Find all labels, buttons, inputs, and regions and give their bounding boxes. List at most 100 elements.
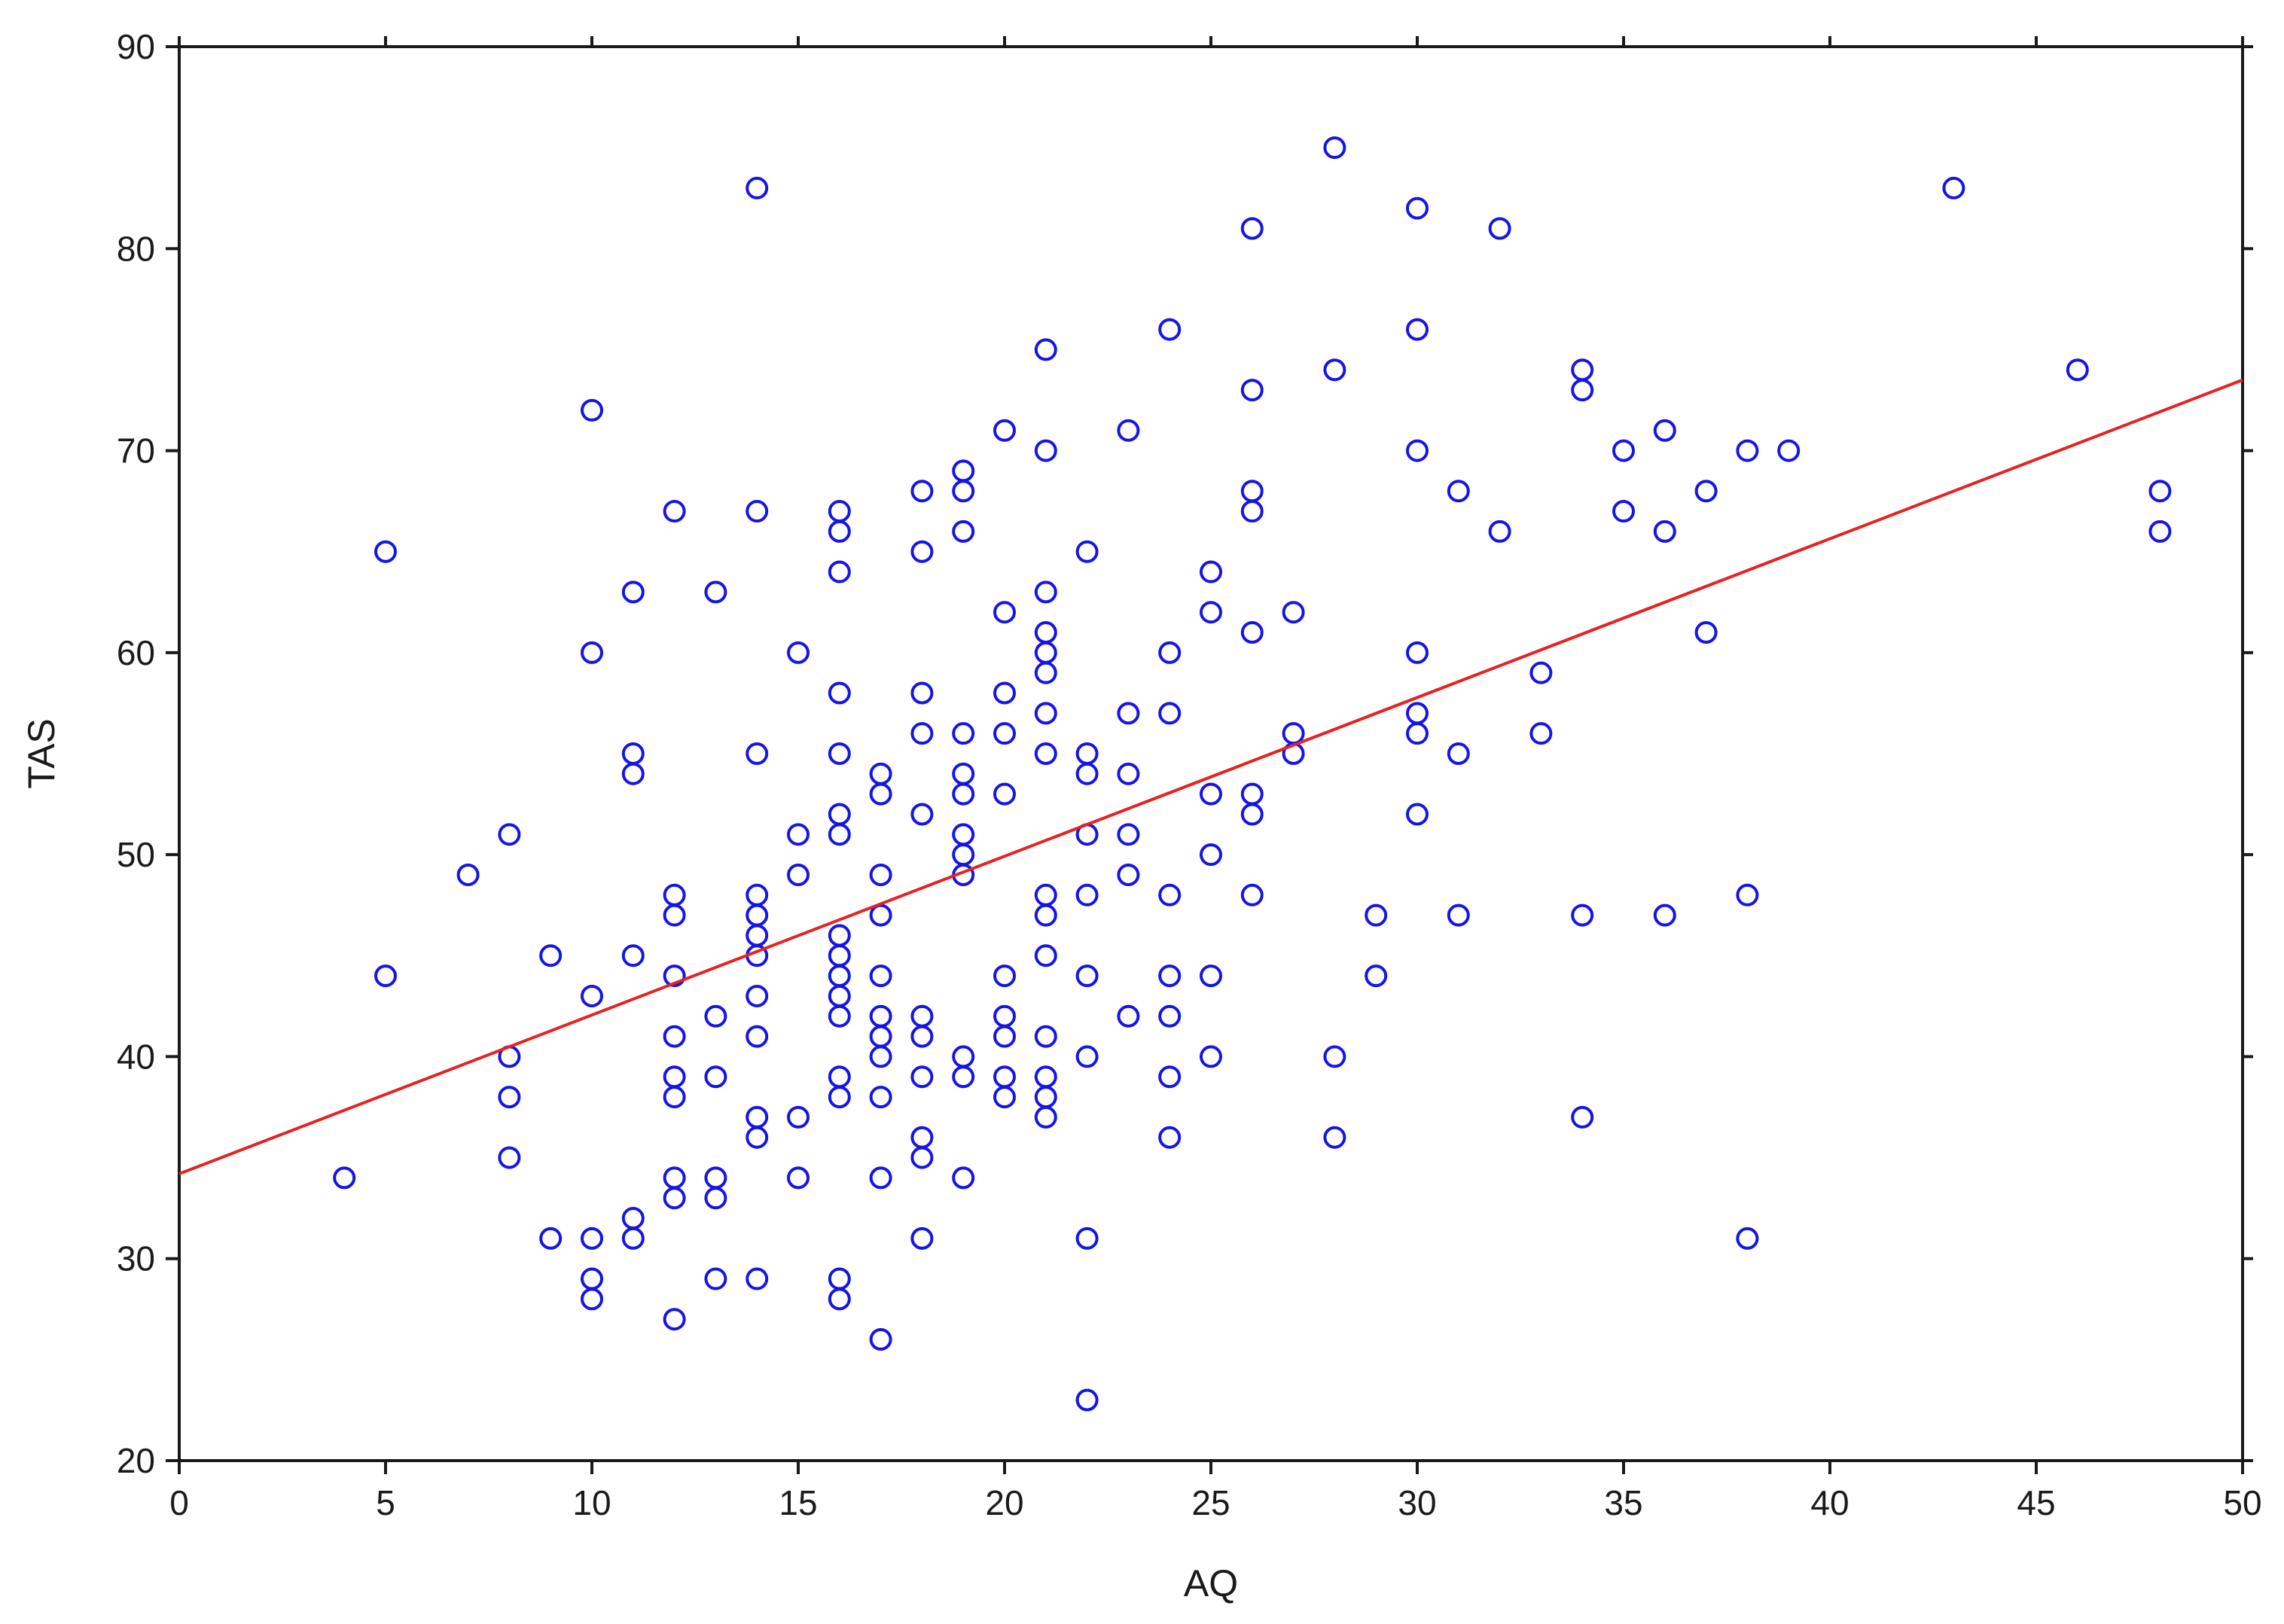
data-point xyxy=(1200,1045,1222,1068)
data-point xyxy=(869,782,892,806)
data-point xyxy=(621,580,645,604)
x-tick-label: 30 xyxy=(1398,1483,1436,1522)
data-point xyxy=(1075,540,1099,563)
data-point xyxy=(828,1287,851,1311)
data-point xyxy=(2066,358,2089,382)
data-point xyxy=(1653,519,1676,543)
data-point xyxy=(1571,379,1594,402)
data-point xyxy=(952,1166,975,1190)
data-point xyxy=(1365,964,1388,988)
x-tick-label: 15 xyxy=(779,1483,817,1522)
y-axis-title: TAS xyxy=(20,718,63,789)
data-point xyxy=(374,540,397,563)
data-point xyxy=(581,1287,603,1311)
data-point xyxy=(704,580,727,604)
data-point xyxy=(828,560,851,583)
data-point xyxy=(993,601,1016,624)
data-point xyxy=(1034,439,1057,462)
y-tick-label: 70 xyxy=(117,431,155,471)
data-point xyxy=(1323,1126,1346,1149)
data-point xyxy=(993,964,1016,988)
data-point xyxy=(704,1065,727,1089)
data-point xyxy=(1200,782,1222,806)
data-point xyxy=(1034,742,1057,765)
data-point xyxy=(746,1267,769,1290)
data-point xyxy=(1158,318,1182,341)
data-point xyxy=(952,480,975,503)
data-point xyxy=(1034,702,1057,725)
data-point xyxy=(1240,500,1264,523)
data-point xyxy=(828,1004,851,1028)
data-point xyxy=(1447,480,1470,503)
data-point xyxy=(1034,1025,1057,1048)
data-point xyxy=(1323,358,1346,382)
data-point xyxy=(1158,964,1182,988)
data-point xyxy=(787,863,810,886)
data-point xyxy=(1158,883,1182,906)
data-point xyxy=(621,944,645,967)
data-point xyxy=(910,480,934,503)
data-point xyxy=(456,863,480,886)
data-point xyxy=(910,1146,934,1169)
data-point xyxy=(910,803,934,826)
data-point xyxy=(1694,621,1718,644)
data-point xyxy=(498,1146,521,1169)
data-point xyxy=(374,964,397,988)
y-tick-label: 30 xyxy=(117,1239,155,1278)
data-point xyxy=(1282,601,1305,624)
data-point xyxy=(1240,803,1264,826)
data-point xyxy=(2148,519,2172,543)
y-axis: 20 30 40 50 60 70 80 90 xyxy=(117,27,2253,1480)
data-point xyxy=(910,1226,934,1250)
data-point xyxy=(1117,1004,1140,1028)
data-point xyxy=(1158,702,1182,725)
data-point xyxy=(993,419,1016,442)
data-point xyxy=(1736,883,1759,906)
y-tick-label: 50 xyxy=(117,835,155,874)
data-point xyxy=(1653,419,1676,442)
data-point xyxy=(910,1065,934,1089)
data-point xyxy=(787,1166,810,1190)
data-point xyxy=(869,1045,892,1068)
data-point xyxy=(581,398,603,422)
x-axis-title: AQ xyxy=(1184,1562,1238,1604)
data-point xyxy=(746,500,769,523)
x-axis: 0 5 10 15 20 25 30 35 40 45 50 xyxy=(169,36,2262,1522)
data-point xyxy=(1488,217,1511,240)
data-point xyxy=(1117,863,1140,886)
data-point xyxy=(1117,702,1140,725)
data-point xyxy=(993,1025,1016,1048)
data-point xyxy=(1200,964,1222,988)
data-point xyxy=(993,782,1016,806)
data-point xyxy=(1447,903,1470,927)
data-point xyxy=(1075,762,1099,785)
data-point xyxy=(1200,843,1222,867)
data-point xyxy=(1075,1226,1099,1250)
data-point xyxy=(828,823,851,846)
x-tick-label: 20 xyxy=(985,1483,1023,1522)
data-point xyxy=(952,722,975,745)
data-point xyxy=(539,944,563,967)
y-tick-label: 60 xyxy=(117,633,155,672)
data-point xyxy=(1240,883,1264,906)
data-point xyxy=(910,681,934,705)
data-point xyxy=(581,984,603,1007)
y-tick-label: 80 xyxy=(117,229,155,268)
data-point xyxy=(869,863,892,886)
data-point xyxy=(1612,439,1635,462)
data-point xyxy=(1034,944,1057,967)
data-point xyxy=(1571,903,1594,927)
x-tick-label: 45 xyxy=(2017,1483,2055,1522)
x-tick-label: 25 xyxy=(1191,1483,1230,1522)
data-point xyxy=(1117,419,1140,442)
data-point xyxy=(1075,964,1099,988)
data-point xyxy=(1653,903,1676,927)
data-point xyxy=(910,540,934,563)
data-point xyxy=(704,1004,727,1028)
data-point xyxy=(1323,136,1346,160)
data-point xyxy=(1200,560,1222,583)
data-point xyxy=(1200,601,1222,624)
data-point xyxy=(1240,621,1264,644)
y-tick-label: 90 xyxy=(117,27,155,66)
data-point xyxy=(869,1086,892,1109)
